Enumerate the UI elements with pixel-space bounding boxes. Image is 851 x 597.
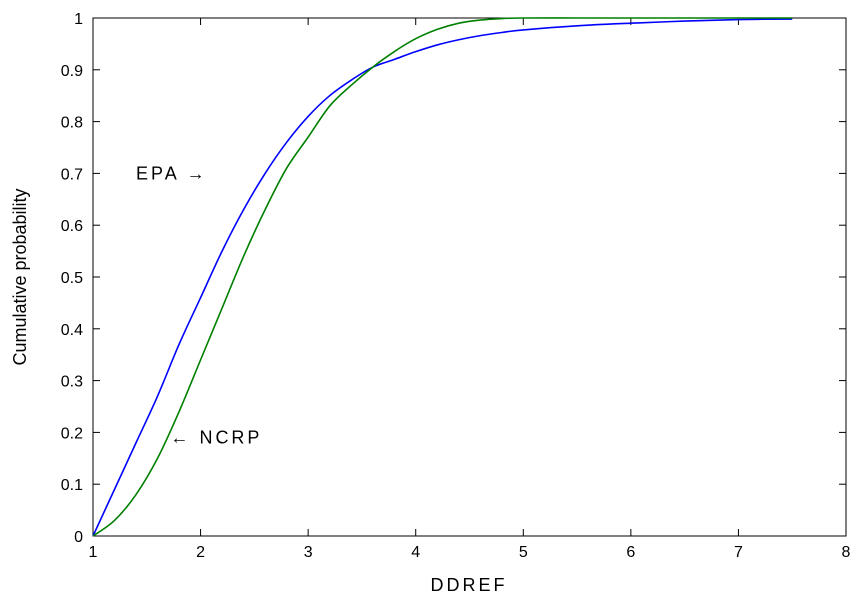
y-tick-label-9: 0.9 <box>61 63 83 80</box>
annotation-ncrp: ← NCRP <box>170 428 262 448</box>
x-axis-title: DDREF <box>431 575 508 595</box>
y-tick-label-2: 0.2 <box>61 425 83 442</box>
y-tick-label-10: 1 <box>74 11 83 28</box>
x-tick-label-5: 6 <box>626 544 635 561</box>
axis-ticks <box>92 17 847 537</box>
y-tick-label-4: 0.4 <box>61 322 83 339</box>
series-line-epa <box>92 18 793 537</box>
y-tick-label-1: 0.1 <box>61 477 83 494</box>
x-tick-label-1: 2 <box>196 544 205 561</box>
y-tick-label-5: 0.5 <box>61 270 83 287</box>
y-tick-label-7: 0.7 <box>61 166 83 183</box>
annotation-epa: EPA → <box>136 163 208 183</box>
x-tick-label-0: 1 <box>89 544 98 561</box>
x-tick-label-7: 8 <box>842 544 851 561</box>
curve-annotations: EPA → ← NCRP <box>136 163 262 448</box>
x-tick-label-4: 5 <box>519 544 528 561</box>
y-axis-title: Cumulative probability <box>10 188 30 365</box>
x-tick-label-3: 4 <box>411 544 420 561</box>
x-tick-label-6: 7 <box>734 544 743 561</box>
plot-area-frame <box>92 17 847 537</box>
data-curves <box>92 17 793 537</box>
y-tick-label-8: 0.8 <box>61 115 83 132</box>
y-tick-label-6: 0.6 <box>61 218 83 235</box>
y-tick-label-0: 0 <box>74 529 83 546</box>
y-tick-label-3: 0.3 <box>61 374 83 391</box>
tick-labels: 1 2 3 4 5 6 7 8 0 0.1 0.2 0.3 0.4 0.5 0.6 0.7 0.8 0.9 1 <box>61 11 851 561</box>
x-tick-label-2: 3 <box>304 544 313 561</box>
series-line-ncrp <box>92 17 793 537</box>
